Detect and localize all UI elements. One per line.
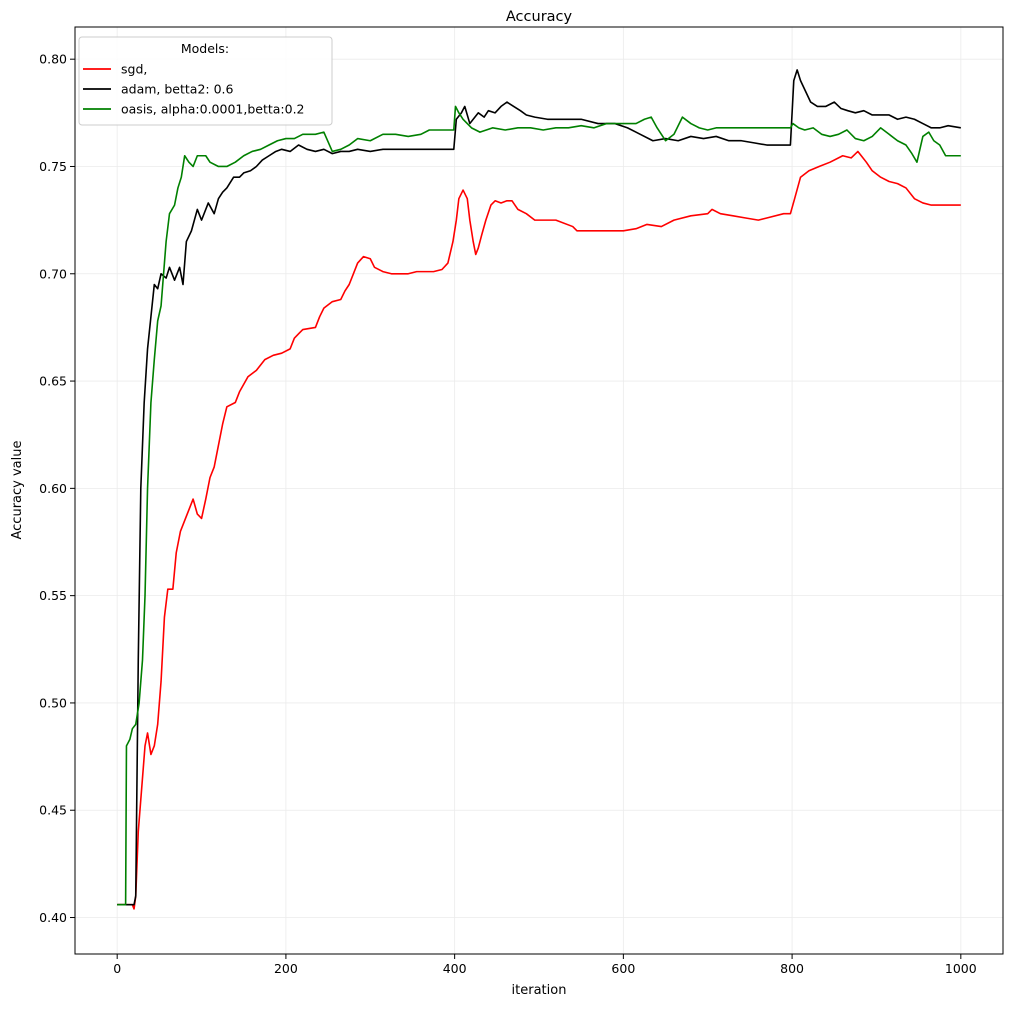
legend-label-0: sgd,: [121, 62, 147, 77]
grid: [75, 27, 1003, 954]
legend-box: [78, 36, 333, 126]
x-tick-label: 200: [274, 961, 298, 976]
legend: Models: sgd, adam, betta2: 0.6 oasis, alph…: [78, 36, 333, 126]
x-axis-label: iteration: [512, 983, 567, 998]
series-line-1: [117, 69, 961, 906]
series-line-2: [117, 105, 961, 906]
y-tick-label: 0.75: [39, 159, 67, 174]
plot-area-frame: [74, 26, 1004, 955]
legend-title: Models:: [181, 41, 229, 56]
y-tick-label: 0.50: [39, 695, 67, 710]
y-tick-label: 0.55: [39, 588, 67, 603]
chart-title: Accuracy: [506, 9, 573, 25]
y-tick-label: 0.45: [39, 803, 67, 818]
y-tick-label: 0.60: [39, 481, 67, 496]
legend-label-1: adam, betta2: 0.6: [121, 82, 234, 97]
y-axis-ticks: 0.40 0.45 0.50 0.55 0.60 0.65 0.70 0.75 0.80: [39, 52, 75, 925]
x-axis-ticks: 0 200 400 600 800 1000: [113, 954, 977, 976]
x-tick-label: 0: [113, 961, 121, 976]
y-axis-label: Accuracy value: [10, 441, 25, 540]
y-tick-label: 0.70: [39, 266, 67, 281]
x-tick-label: 400: [443, 961, 467, 976]
y-tick-label: 0.65: [39, 374, 67, 389]
y-tick-label: 0.80: [39, 52, 67, 67]
series-lines: [117, 69, 961, 910]
series-line-0: [117, 150, 961, 910]
legend-items: sgd, adam, betta2: 0.6 oasis, alpha:0.0001…: [83, 62, 305, 117]
x-tick-label: 1000: [945, 961, 977, 976]
y-tick-label: 0.40: [39, 910, 67, 925]
x-tick-label: 600: [611, 961, 635, 976]
legend-label-2: oasis, alpha:0.0001,betta:0.2: [121, 102, 305, 117]
x-tick-label: 800: [780, 961, 804, 976]
